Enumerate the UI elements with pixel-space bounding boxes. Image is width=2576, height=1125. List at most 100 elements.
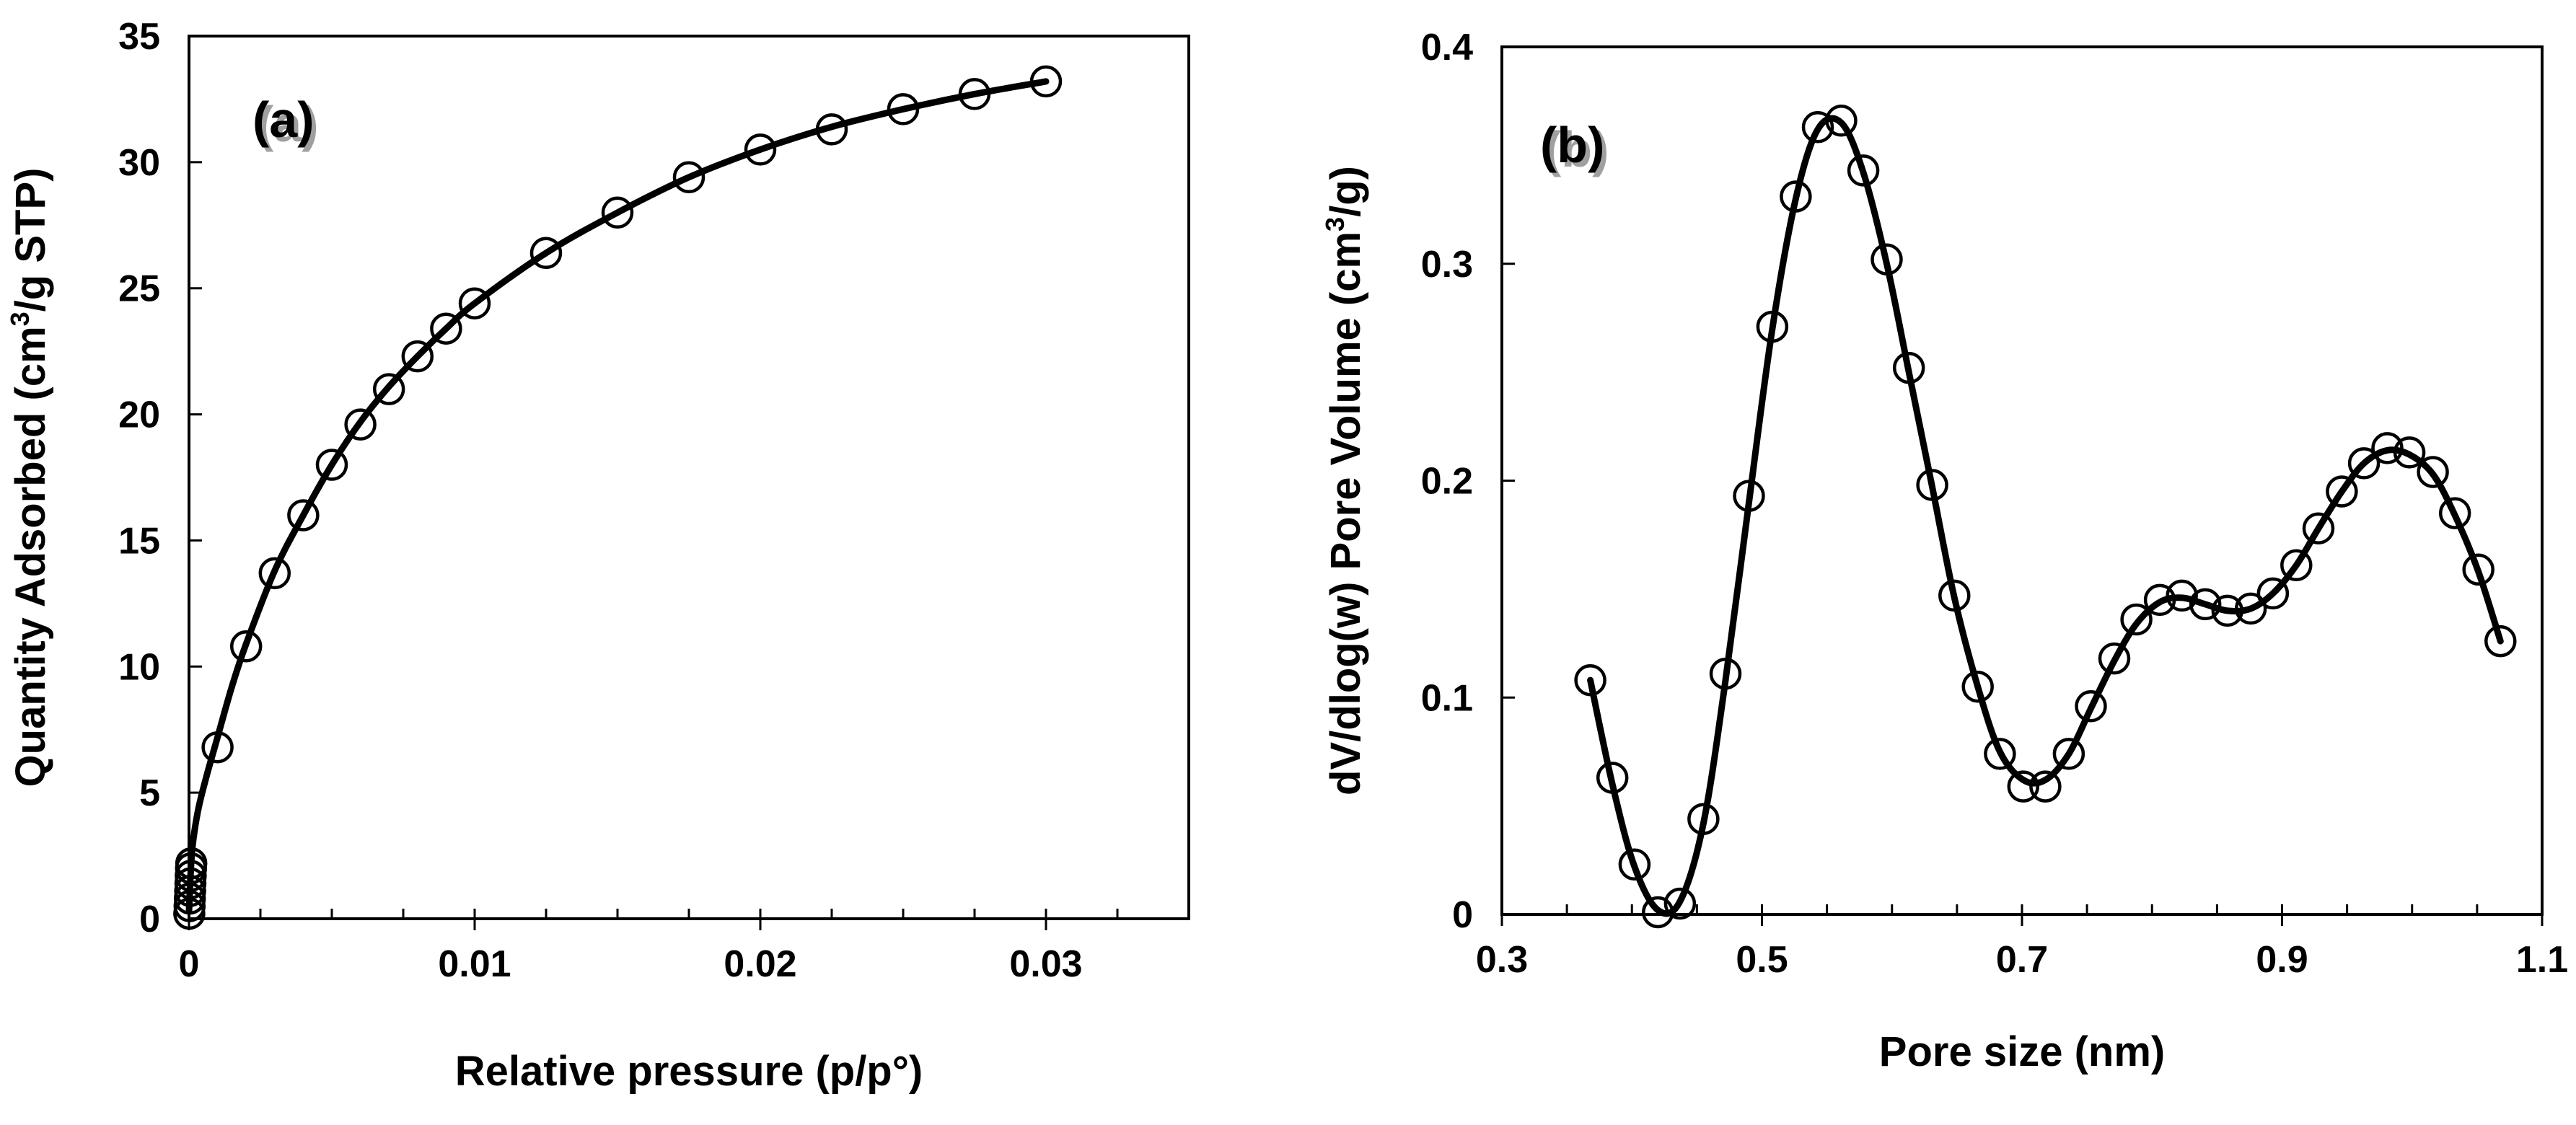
y-tick-label: 20 (118, 394, 160, 436)
y-axis-label-part: /g STP) (7, 168, 54, 312)
y-tick-label: 10 (118, 646, 160, 688)
y-tick-label: 0.3 (1421, 244, 1473, 286)
data-point (1756, 310, 1789, 343)
plot-frame (1500, 45, 2544, 916)
x-tick-label: 0.02 (724, 943, 796, 985)
x-tick-label: 0.01 (438, 943, 511, 985)
data-point (1961, 670, 1994, 703)
data-point (2007, 770, 2040, 803)
data-point (2166, 579, 2198, 612)
data-point (1825, 105, 1858, 137)
data-point (1892, 351, 1925, 384)
data-point (2189, 588, 2222, 621)
data-point (1687, 803, 1720, 835)
x-axis-label: Relative pressure (p/p°) (455, 1048, 923, 1095)
data-point (1780, 180, 1812, 213)
y-axis-label-part: dV/dlog(w) Pore Volume (cm (1322, 231, 1369, 795)
x-tick-label: 0.3 (1476, 939, 1528, 981)
data-point (2234, 592, 2267, 625)
data-point (430, 312, 462, 345)
data-point (344, 408, 377, 441)
data-point (287, 499, 320, 531)
data-point (258, 557, 291, 590)
y-tick-label: 25 (118, 268, 160, 310)
data-point (1709, 657, 1742, 690)
data-point (1871, 243, 1903, 275)
data-point (1733, 480, 1765, 512)
x-tick-label: 0 (179, 943, 200, 985)
data-point (2120, 603, 2153, 636)
data-point (2098, 642, 2131, 675)
data-point (2143, 583, 2176, 617)
data-point (1847, 154, 1880, 187)
data-point (601, 196, 634, 229)
y-tick-label: 5 (139, 772, 160, 814)
data-point (2052, 738, 2085, 770)
data-point (2417, 456, 2449, 488)
data-point (372, 373, 405, 405)
x-tick-label: 0.03 (1009, 943, 1082, 985)
data-point (2393, 436, 2426, 469)
data-point (744, 133, 777, 166)
y-axis-label-part: /g) (1322, 166, 1369, 217)
data-point (201, 731, 234, 764)
data-point (401, 340, 434, 373)
fit-curve (185, 78, 1050, 914)
y-tick-label: 0.4 (1421, 27, 1473, 69)
x-tick-label: 0.9 (2256, 939, 2308, 981)
data-point (229, 630, 263, 663)
data-point (2302, 512, 2335, 544)
data-point (315, 449, 348, 481)
data-point (815, 113, 848, 146)
data-point (2256, 577, 2290, 610)
data-point (887, 93, 920, 125)
y-axis-label-superscript: 3 (1320, 217, 1350, 231)
data-point (2029, 770, 2062, 803)
y-tick-label: 15 (118, 520, 160, 562)
fit-curve (1587, 115, 2504, 917)
data-point (672, 161, 705, 194)
data-point (458, 287, 491, 319)
y-tick-label: 0.1 (1421, 677, 1473, 719)
data-point (1029, 65, 1063, 98)
data-point (1642, 896, 1674, 929)
data-point (1801, 111, 1834, 144)
x-tick-label: 0.5 (1736, 939, 1788, 981)
data-point (2484, 625, 2517, 658)
data-point (1984, 738, 2016, 770)
y-tick-label: 30 (118, 142, 160, 184)
panel-label-shadow: (a) (257, 96, 319, 152)
data-point (2347, 447, 2381, 480)
data-point (2075, 690, 2107, 723)
y-axis-label: Quantity Adsorbed (cm3/g STP) (5, 168, 54, 788)
data-point (958, 78, 991, 110)
data-point (2462, 553, 2494, 586)
y-tick-label: 0 (1452, 894, 1473, 936)
data-point (1916, 469, 1948, 501)
data-point (2438, 497, 2471, 529)
x-tick-label: 0.7 (1996, 939, 2048, 981)
y-axis-label-superscript: 3 (5, 312, 35, 326)
x-tick-label: 1.1 (2516, 939, 2568, 981)
data-point (1574, 663, 1606, 697)
panel-label: (b) (1540, 117, 1604, 173)
panel-label: (a) (252, 92, 315, 148)
data-point (2280, 549, 2313, 582)
y-tick-label: 35 (118, 16, 160, 58)
data-point (175, 847, 208, 880)
data-point (1938, 579, 1971, 612)
y-axis-label: dV/dlog(w) Pore Volume (cm3/g) (1320, 166, 1369, 795)
data-point (2326, 475, 2358, 508)
x-axis-label: Pore size (nm) (1879, 1028, 2165, 1075)
chart-panel-a: 0 0.01 0.02 0.03 0 5 10 15 20 25 30 35 Relative pres… (5, 16, 1190, 1095)
y-axis-label-part: Quantity Adsorbed (cm (7, 326, 54, 787)
panel-label-shadow: (b) (1544, 121, 1609, 177)
chart-panel-b: 0.3 0.5 0.7 0.9 1.1 0 0.1 0.2 0.3 0.4 Pore size (n… (1320, 27, 2568, 1075)
y-tick-label: 0.2 (1421, 461, 1473, 503)
data-point (529, 237, 563, 270)
data-point (1663, 887, 1697, 920)
data-point (1618, 848, 1651, 881)
data-point (2211, 594, 2244, 627)
y-tick-label: 0 (139, 899, 160, 940)
